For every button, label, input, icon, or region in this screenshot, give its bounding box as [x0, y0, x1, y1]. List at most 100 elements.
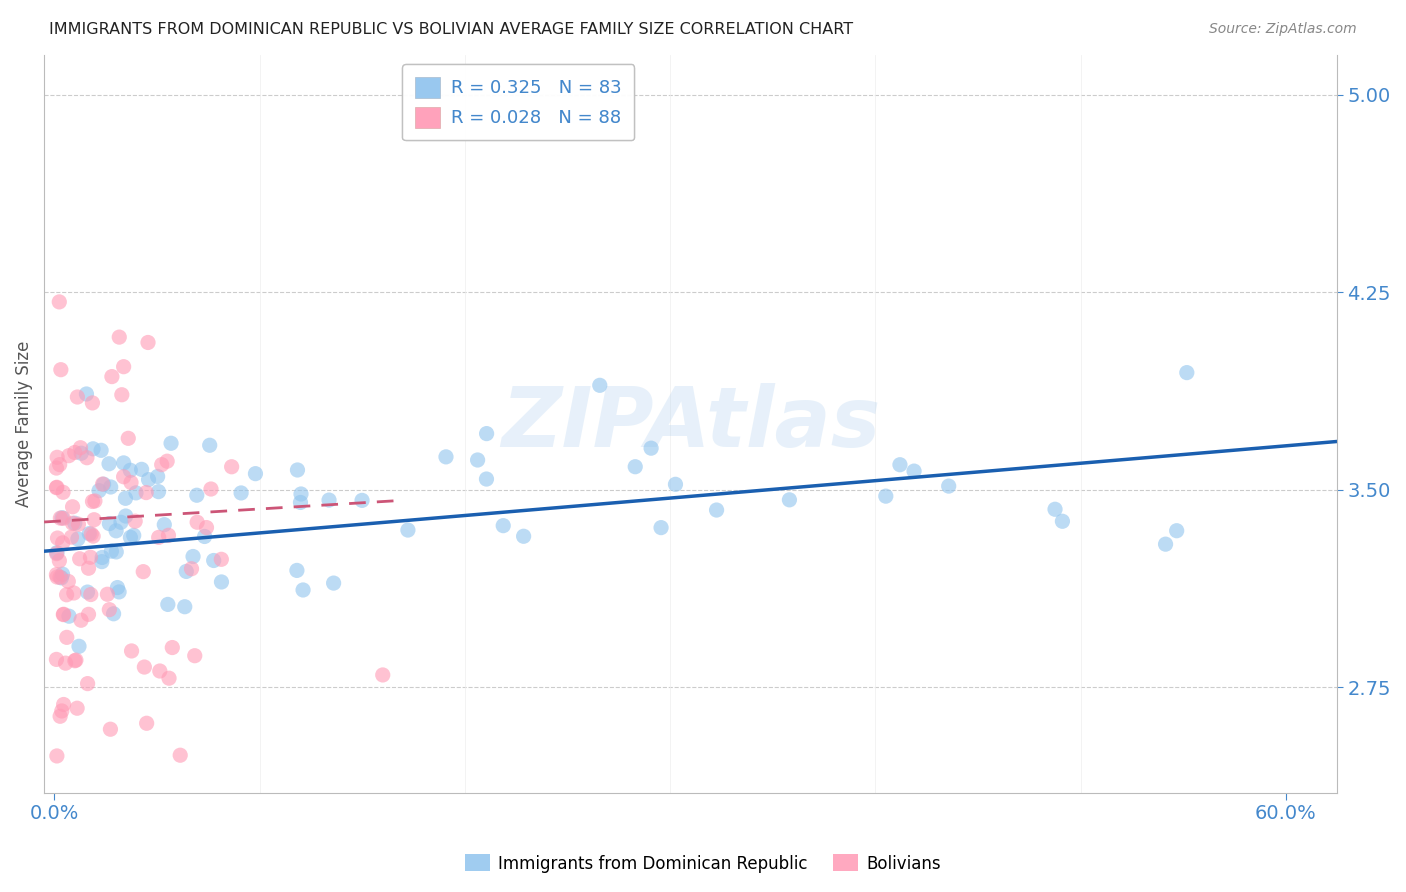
Point [63, 654, 86, 668]
Point [45, 481, 67, 495]
Point [186, 488, 208, 502]
Point [45, 567, 67, 582]
Point [69, 441, 91, 455]
Point [150, 458, 173, 472]
Point [84, 494, 107, 508]
Point [103, 607, 125, 621]
Point [640, 441, 662, 455]
Point [101, 369, 124, 384]
Point [52, 511, 75, 525]
Point [91, 477, 114, 491]
Point [66, 701, 89, 715]
Point [135, 485, 157, 500]
Point [120, 530, 142, 544]
Text: IMMIGRANTS FROM DOMINICAN REPUBLIC VS BOLIVIAN AVERAGE FAMILY SIZE CORRELATION C: IMMIGRANTS FROM DOMINICAN REPUBLIC VS BO… [49, 22, 853, 37]
Point [209, 552, 232, 566]
Point [105, 545, 128, 559]
Point [124, 514, 146, 528]
Point [91, 550, 114, 565]
Point [63, 516, 86, 531]
Point [77, 607, 100, 622]
Point [903, 464, 925, 478]
Point [45, 461, 67, 475]
Point [173, 599, 195, 614]
Point [46, 450, 69, 465]
Point [67, 640, 90, 654]
Point [112, 456, 135, 470]
Point [352, 493, 374, 508]
Point [157, 671, 180, 685]
Point [492, 518, 515, 533]
Point [96, 587, 118, 601]
Point [76, 450, 98, 465]
Point [318, 493, 340, 508]
Point [245, 467, 267, 481]
Point [229, 486, 252, 500]
Point [70, 613, 93, 627]
Point [322, 576, 344, 591]
Point [114, 508, 136, 523]
Point [1154, 537, 1177, 551]
Point [82, 396, 104, 410]
Point [48, 458, 70, 472]
Point [132, 565, 155, 579]
Point [93, 477, 115, 491]
Point [290, 495, 312, 509]
Point [108, 585, 131, 599]
Point [80, 588, 103, 602]
Point [55, 631, 77, 645]
Point [125, 486, 148, 500]
Point [48, 554, 70, 568]
Legend: Immigrants from Dominican Republic, Bolivians: Immigrants from Dominican Republic, Boli… [458, 847, 948, 880]
Point [287, 463, 309, 477]
Point [46, 546, 69, 560]
Point [195, 520, 218, 534]
Point [82, 529, 104, 543]
Point [77, 561, 100, 575]
Point [664, 477, 686, 491]
Point [52, 607, 75, 622]
Point [1052, 514, 1074, 528]
Point [121, 644, 143, 658]
Point [108, 330, 131, 344]
Point [135, 716, 157, 731]
Point [589, 378, 612, 392]
Point [148, 530, 170, 544]
Point [650, 521, 672, 535]
Point [98, 516, 121, 531]
Point [134, 660, 156, 674]
Point [778, 492, 800, 507]
Point [51, 567, 73, 582]
Point [194, 529, 217, 543]
Point [58, 609, 80, 624]
Point [221, 459, 243, 474]
Point [90, 555, 112, 569]
Legend: R = 0.325   N = 83, R = 0.028   N = 88: R = 0.325 N = 83, R = 0.028 N = 88 [402, 64, 634, 140]
Point [55, 656, 77, 670]
Point [200, 482, 222, 496]
Point [131, 462, 153, 476]
Point [45, 480, 67, 494]
Point [80, 527, 103, 541]
Point [285, 563, 308, 577]
Point [48, 294, 70, 309]
Point [107, 581, 129, 595]
Point [169, 748, 191, 763]
Point [100, 544, 122, 558]
Point [66, 532, 89, 546]
Point [706, 503, 728, 517]
Point [292, 582, 315, 597]
Point [87, 483, 110, 498]
Point [46, 570, 69, 584]
Point [82, 494, 104, 508]
Point [624, 459, 647, 474]
Point [202, 553, 225, 567]
Point [67, 517, 90, 532]
Point [52, 536, 75, 550]
Point [79, 550, 101, 565]
Point [62, 516, 84, 531]
Point [98, 457, 121, 471]
Point [1166, 524, 1188, 538]
Point [434, 450, 457, 464]
Point [112, 469, 135, 483]
